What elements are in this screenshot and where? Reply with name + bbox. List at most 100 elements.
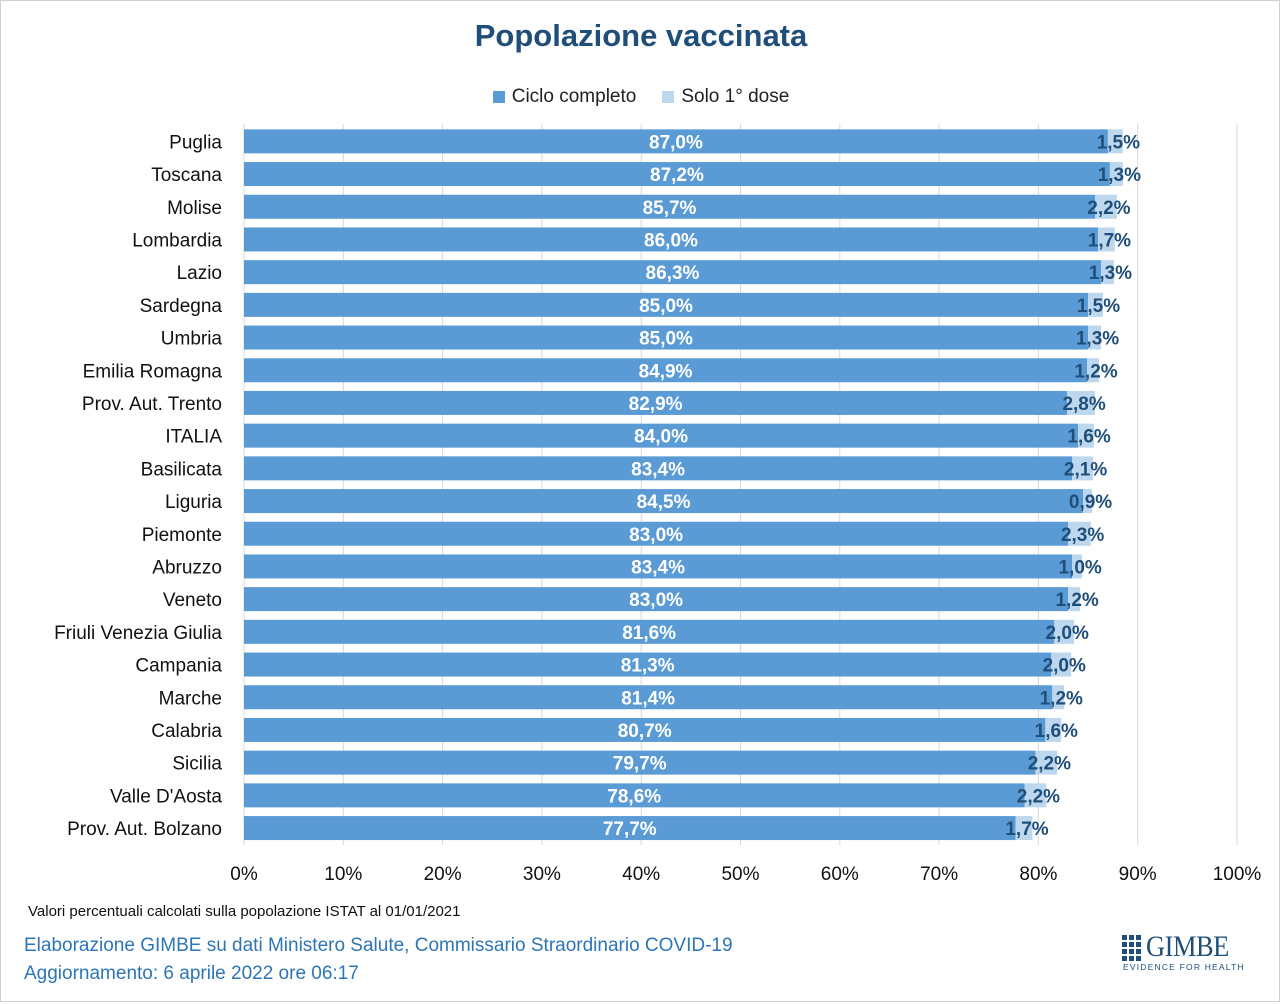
source-line: Elaborazione GIMBE su dati Ministero Sal…	[24, 935, 733, 956]
bar-solo-prima-dose	[1054, 619, 1075, 644]
bar-ciclo-completo	[244, 358, 1088, 383]
data-label-solo-prima-dose: 2,3%	[1061, 525, 1104, 546]
bar-solo-prima-dose	[1087, 358, 1099, 383]
logo-wordmark: GIMBE	[1146, 930, 1229, 963]
data-label-solo-prima-dose: 2,0%	[1043, 656, 1086, 677]
data-label-solo-prima-dose: 2,0%	[1046, 623, 1089, 644]
bar-solo-prima-dose	[1083, 489, 1093, 514]
category-label: Puglia	[169, 132, 222, 153]
bar-ciclo-completo	[244, 423, 1079, 448]
category-label: Lazio	[177, 263, 222, 284]
bar-ciclo-completo	[244, 292, 1089, 317]
x-tick-label: 70%	[920, 864, 958, 885]
bar-ciclo-completo	[244, 783, 1025, 808]
x-tick-label: 30%	[523, 864, 561, 885]
logo-tagline: EVIDENCE FOR HEALTH	[1123, 962, 1245, 972]
bar-solo-prima-dose	[1109, 162, 1123, 187]
data-label-ciclo-completo: 84,9%	[639, 361, 693, 382]
x-tick-label: 100%	[1213, 864, 1262, 885]
data-label-ciclo-completo: 85,7%	[643, 198, 697, 219]
data-label-solo-prima-dose: 1,0%	[1058, 557, 1101, 578]
data-label-ciclo-completo: 84,0%	[634, 427, 688, 448]
category-label: Friuli Venezia Giulia	[54, 623, 222, 644]
data-label-ciclo-completo: 82,9%	[629, 394, 683, 415]
bar-ciclo-completo	[244, 227, 1098, 252]
x-tick-label: 20%	[424, 864, 462, 885]
data-label-ciclo-completo: 81,3%	[621, 656, 675, 677]
legend-item-solo-prima-dose: Solo 1° dose	[662, 86, 789, 108]
data-label-solo-prima-dose: 1,2%	[1040, 688, 1083, 709]
data-label-solo-prima-dose: 1,7%	[1005, 819, 1048, 840]
logo-grid-icon	[1122, 935, 1141, 961]
legend: Ciclo completo Solo 1° dose	[0, 86, 1282, 108]
data-label-ciclo-completo: 85,0%	[639, 296, 693, 317]
legend-swatch-solo-prima-dose	[662, 91, 675, 103]
data-label-ciclo-completo: 77,7%	[603, 819, 657, 840]
category-label: Campania	[135, 656, 222, 677]
data-label-ciclo-completo: 83,4%	[631, 557, 685, 578]
bar-solo-prima-dose	[1015, 816, 1033, 841]
bar-solo-prima-dose	[1068, 587, 1081, 612]
data-label-ciclo-completo: 80,7%	[618, 721, 672, 742]
x-tick-label: 0%	[230, 864, 258, 885]
category-label: Liguria	[165, 492, 222, 513]
bar-ciclo-completo	[244, 587, 1069, 612]
x-tick-label: 80%	[1019, 864, 1057, 885]
data-label-solo-prima-dose: 2,8%	[1062, 394, 1105, 415]
category-label: Emilia Romagna	[83, 361, 223, 382]
legend-label-solo-prima-dose: Solo 1° dose	[681, 86, 790, 107]
category-label: Umbria	[161, 329, 223, 350]
category-label: Marche	[159, 688, 222, 709]
data-label-solo-prima-dose: 1,6%	[1035, 721, 1078, 742]
gimbe-logo: GIMBE EVIDENCE FOR HEALTH	[1122, 930, 1245, 973]
category-label: Calabria	[151, 721, 222, 742]
data-label-ciclo-completo: 84,5%	[637, 492, 691, 513]
category-label: Prov. Aut. Bolzano	[67, 819, 222, 840]
data-label-solo-prima-dose: 2,2%	[1028, 754, 1071, 775]
bar-solo-prima-dose	[1078, 423, 1095, 448]
bar-solo-prima-dose	[1035, 750, 1058, 775]
data-label-ciclo-completo: 81,6%	[622, 623, 676, 644]
bar-solo-prima-dose	[1072, 456, 1094, 481]
legend-item-ciclo-completo: Ciclo completo	[492, 86, 637, 108]
bar-ciclo-completo	[244, 717, 1046, 742]
category-label: Veneto	[163, 590, 222, 611]
bar-ciclo-completo	[244, 750, 1036, 775]
chart-title: Popolazione vaccinata	[474, 18, 808, 53]
data-label-ciclo-completo: 79,7%	[613, 754, 667, 775]
credits: Elaborazione GIMBE su dati Ministero Sal…	[24, 932, 733, 988]
data-label-solo-prima-dose: 1,2%	[1074, 361, 1117, 382]
bar-ciclo-completo	[244, 390, 1068, 415]
data-label-ciclo-completo: 78,6%	[607, 786, 661, 807]
data-label-solo-prima-dose: 1,3%	[1076, 329, 1119, 350]
data-label-solo-prima-dose: 2,2%	[1017, 786, 1060, 807]
bar-ciclo-completo	[244, 521, 1069, 546]
bar-ciclo-completo	[244, 325, 1089, 350]
legend-label-ciclo-completo: Ciclo completo	[511, 86, 637, 107]
bar-solo-prima-dose	[1100, 260, 1114, 285]
category-label: Molise	[167, 198, 222, 219]
bar-solo-prima-dose	[1067, 390, 1096, 415]
bar-solo-prima-dose	[1045, 717, 1062, 742]
data-label-solo-prima-dose: 0,9%	[1069, 492, 1112, 513]
bar-solo-prima-dose	[1088, 292, 1103, 317]
x-tick-label: 90%	[1119, 864, 1157, 885]
bar-ciclo-completo	[244, 260, 1101, 285]
data-label-ciclo-completo: 86,0%	[644, 230, 698, 251]
bar-solo-prima-dose	[1097, 227, 1115, 252]
bar-ciclo-completo	[244, 619, 1055, 644]
bar-solo-prima-dose	[1095, 194, 1117, 219]
data-label-solo-prima-dose: 1,6%	[1067, 427, 1110, 448]
bar-solo-prima-dose	[1068, 521, 1092, 546]
data-label-solo-prima-dose: 1,5%	[1097, 132, 1140, 153]
bar-ciclo-completo	[244, 816, 1016, 841]
bar-ciclo-completo	[244, 162, 1110, 187]
data-label-solo-prima-dose: 1,3%	[1089, 263, 1132, 284]
bar-ciclo-completo	[244, 194, 1096, 219]
data-label-ciclo-completo: 83,0%	[629, 590, 683, 611]
bar-solo-prima-dose	[1024, 783, 1047, 808]
bar-ciclo-completo	[244, 489, 1084, 514]
data-label-solo-prima-dose: 1,7%	[1088, 230, 1131, 251]
data-label-ciclo-completo: 83,4%	[631, 459, 685, 480]
